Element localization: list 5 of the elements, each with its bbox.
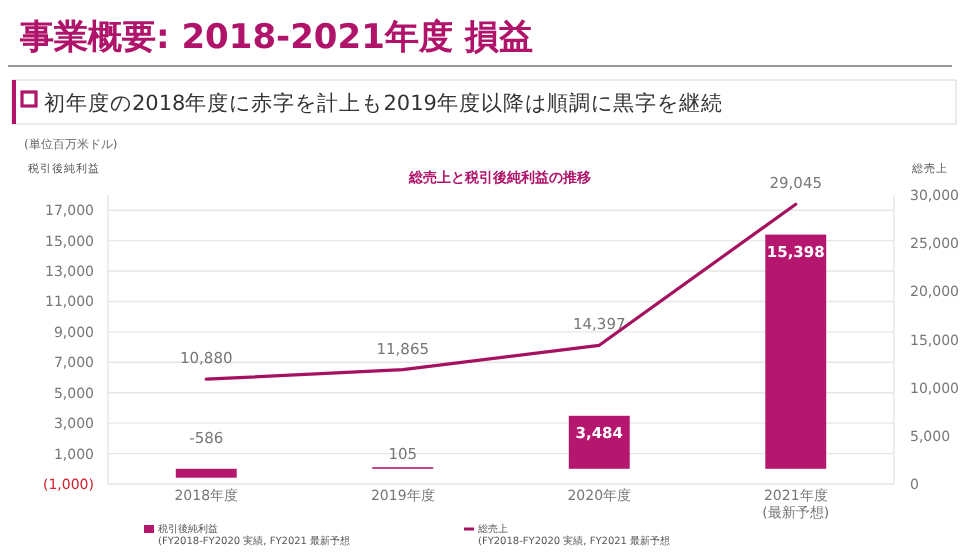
chart-subtitle: 初年度の2018年度に赤字を計上も2019年度以降は順調に黒字を継続 [44,90,723,116]
chart-title: 事業概要: 2018-2021年度 損益 [18,18,533,58]
bar [175,468,237,478]
bar [568,415,630,469]
bar [765,234,827,469]
